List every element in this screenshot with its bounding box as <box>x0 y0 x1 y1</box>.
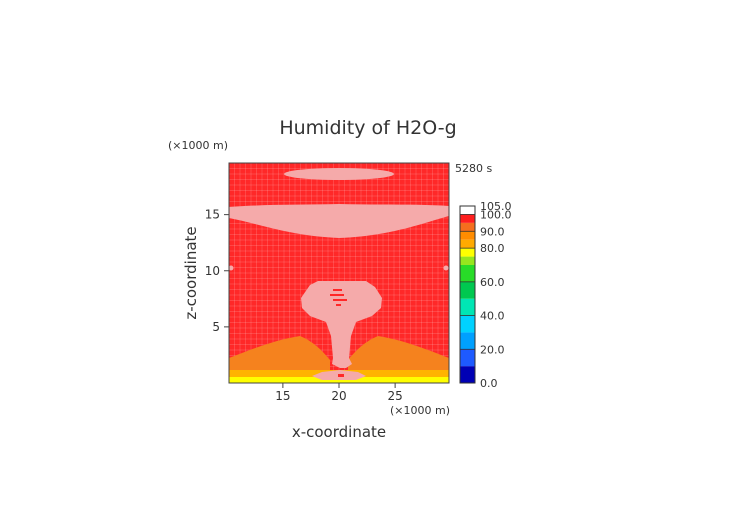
x-axis-title: x-coordinate <box>292 423 386 441</box>
y-unit-label: (×1000 m) <box>168 139 228 152</box>
x-axis: 15 20 25 <box>275 383 403 403</box>
edge-cloud-left <box>229 265 234 271</box>
colorbar-label: 105.0 <box>480 200 512 213</box>
colorbar-band <box>460 298 475 316</box>
colorbar-label: 80.0 <box>480 242 505 255</box>
colorbar-band <box>460 265 475 282</box>
edge-cloud-right <box>443 265 449 271</box>
y-tick-label: 5 <box>212 320 220 334</box>
colorbar-band <box>460 231 475 240</box>
plume-core-mark <box>330 294 344 296</box>
colorbar-label: 100.0 <box>480 208 512 221</box>
y-tick-label: 15 <box>205 208 220 222</box>
colorbar-band <box>460 332 475 350</box>
chart-title: Humidity of H2O-g <box>279 117 456 139</box>
colorbar-band <box>460 248 475 257</box>
upper-cloud-layer <box>284 168 394 180</box>
colorbar-band <box>460 349 475 367</box>
plume-inner-structure <box>330 289 347 377</box>
time-label: 5280 s <box>455 162 492 175</box>
plume-core-mark <box>338 374 344 377</box>
plume-anvil <box>301 281 382 368</box>
colorbar-label: 90.0 <box>480 225 505 238</box>
colorbar-band <box>460 281 475 299</box>
plume-core-mark <box>336 304 341 306</box>
colorbar-band <box>460 315 475 333</box>
plot-area <box>229 163 449 383</box>
colorbar-band <box>460 239 475 249</box>
plume-core-mark <box>333 299 347 301</box>
mid-cloud-layer <box>229 204 449 238</box>
colorbar-band <box>460 206 475 215</box>
colorbar-band <box>460 214 475 223</box>
plume-core-mark <box>333 289 342 291</box>
colorbar-label: 60.0 <box>480 276 505 289</box>
colorbar-band <box>460 256 475 265</box>
y-tick-label: 10 <box>205 264 220 278</box>
x-tick-label: 15 <box>275 389 290 403</box>
colorbar-band <box>460 366 475 383</box>
colorbar-label: 0.0 <box>480 377 498 390</box>
colorbar-band <box>460 222 475 232</box>
x-tick-label: 25 <box>387 389 402 403</box>
x-unit-label: (×1000 m) <box>390 404 450 417</box>
x-tick-label: 20 <box>331 389 346 403</box>
y-axis-title: z-coordinate <box>182 226 200 319</box>
colorbar-label: 20.0 <box>480 343 505 356</box>
colorbar-label: 40.0 <box>480 310 505 323</box>
y-axis: 5 10 15 <box>205 208 229 334</box>
